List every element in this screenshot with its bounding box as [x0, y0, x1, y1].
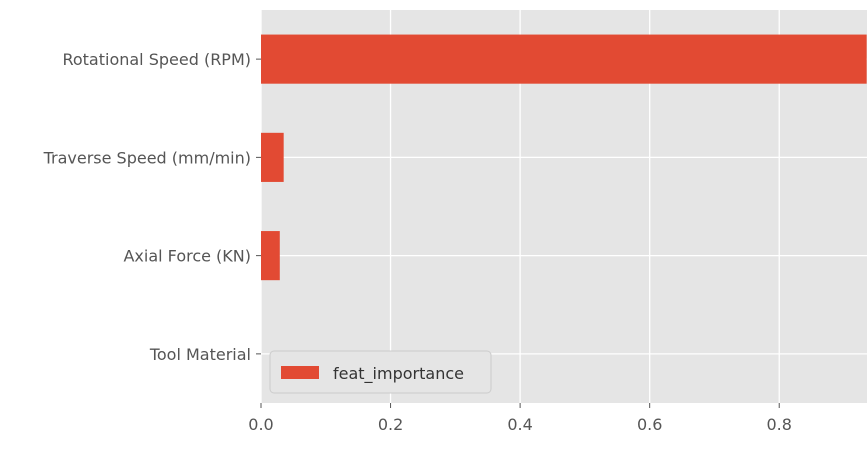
legend: feat_importance — [269, 350, 492, 394]
x-tick-label: 0.2 — [378, 415, 403, 434]
bar-2 — [261, 231, 280, 281]
x-axis-ticks: 0.0 0.2 0.4 0.6 0.8 — [248, 403, 792, 434]
bar-1 — [261, 132, 284, 182]
legend-box — [269, 350, 492, 394]
y-tick-label: Rotational Speed (RPM) — [62, 50, 251, 69]
x-tick-label: 0.0 — [248, 415, 273, 434]
x-tick-label: 0.4 — [507, 415, 532, 434]
legend-label: feat_importance — [333, 364, 464, 384]
y-axis-ticks: Rotational Speed (RPM) Traverse Speed (mm… — [43, 50, 261, 364]
y-tick-label: Tool Material — [149, 345, 251, 364]
bar-0 — [261, 34, 867, 84]
x-tick-label: 0.8 — [766, 415, 791, 434]
legend-swatch — [281, 366, 319, 379]
bars — [261, 34, 867, 281]
y-tick-label: Axial Force (KN) — [123, 247, 251, 266]
y-tick-label: Traverse Speed (mm/min) — [43, 148, 251, 167]
x-tick-label: 0.6 — [637, 415, 662, 434]
